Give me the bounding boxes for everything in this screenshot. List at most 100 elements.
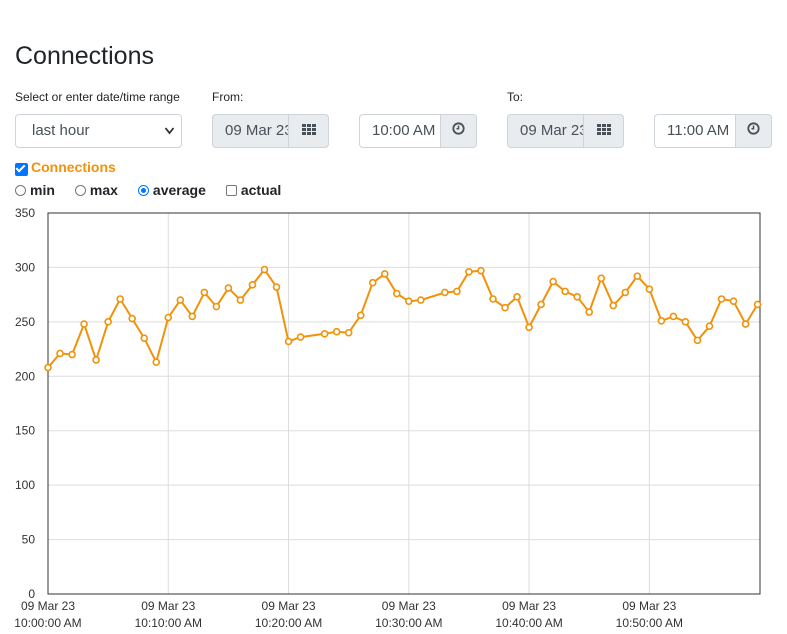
x-tick-date: 09 Mar 23 (262, 599, 316, 613)
data-point (405, 297, 413, 305)
aggregate-options: min max average actual (15, 182, 301, 198)
data-point (633, 272, 642, 280)
average-radio[interactable] (137, 184, 149, 196)
data-point (44, 363, 52, 372)
from-date-button[interactable] (288, 114, 329, 148)
data-point (188, 312, 197, 321)
data-point (597, 274, 606, 283)
data-point (212, 302, 221, 311)
clock-icon (747, 122, 760, 140)
data-point (693, 336, 702, 345)
data-point (645, 285, 654, 293)
data-point (513, 293, 521, 301)
data-point (705, 322, 714, 331)
actual-label: actual (240, 182, 282, 198)
from-date-input[interactable]: 09 Mar 23 (212, 114, 288, 148)
data-point (320, 330, 329, 338)
x-tick-time: 10:10:00 AM (135, 616, 202, 630)
data-point (537, 300, 545, 309)
y-tick-label: 200 (15, 369, 35, 383)
to-date-button[interactable] (583, 114, 624, 148)
y-tick-label: 350 (15, 206, 35, 220)
data-point (681, 318, 690, 326)
calendar-grid-icon (596, 122, 611, 140)
data-point (573, 293, 581, 301)
data-point (176, 296, 185, 304)
x-tick-time: 10:40:00 AM (495, 616, 562, 630)
y-tick-label: 150 (15, 424, 35, 438)
y-tick-label: 50 (22, 533, 36, 547)
data-point (248, 281, 257, 289)
data-point (164, 313, 173, 322)
x-tick-date: 09 Mar 23 (21, 599, 75, 613)
data-point (332, 327, 341, 336)
data-point (729, 297, 738, 305)
data-point (657, 316, 666, 325)
to-label: To: (507, 90, 524, 104)
data-point (200, 288, 209, 297)
data-point (368, 278, 377, 287)
aggregate-option-average[interactable]: average (137, 182, 206, 198)
connections-toggle[interactable]: Connections (15, 158, 116, 176)
data-point (116, 295, 124, 303)
from-label: From: (212, 90, 244, 104)
data-point (152, 358, 161, 366)
data-point (525, 323, 533, 332)
data-point (465, 267, 473, 276)
connections-checkbox[interactable] (15, 163, 28, 176)
data-point (392, 289, 401, 298)
data-point (489, 295, 497, 303)
data-point (140, 334, 149, 342)
data-point (104, 318, 112, 326)
aggregate-option-actual[interactable]: actual (225, 182, 282, 198)
x-tick-time: 10:20:00 AM (255, 616, 322, 630)
from-time-group: 10:00 AM (359, 114, 477, 148)
to-time-button[interactable] (735, 114, 772, 148)
data-point (260, 265, 269, 274)
range-select-value: last hour (32, 122, 90, 139)
range-label: Select or enter date/time range (15, 90, 180, 104)
data-point (621, 288, 630, 297)
data-point (356, 311, 365, 320)
from-time-input[interactable]: 10:00 AM (359, 114, 440, 148)
series-line (47, 267, 759, 369)
to-date-input[interactable]: 09 Mar 23 (507, 114, 583, 148)
data-point (417, 296, 425, 304)
y-tick-label: 0 (28, 587, 35, 601)
from-time-button[interactable] (440, 114, 477, 148)
to-time-input[interactable]: 11:00 AM (654, 114, 735, 148)
min-label: min (30, 182, 55, 198)
clock-icon (452, 122, 465, 140)
x-tick-time: 10:50:00 AM (616, 616, 683, 630)
data-point (609, 301, 618, 310)
from-date-group: 09 Mar 23 (212, 114, 329, 148)
data-point (549, 277, 557, 286)
aggregate-option-max[interactable]: max (74, 182, 118, 198)
data-point (344, 328, 353, 337)
data-point (68, 350, 76, 359)
to-date-group: 09 Mar 23 (507, 114, 624, 148)
data-point (380, 270, 389, 278)
x-tick-time: 10:00:00 AM (14, 616, 81, 630)
data-point (717, 295, 726, 303)
aggregate-option-min[interactable]: min (15, 182, 55, 198)
data-point (92, 356, 100, 364)
data-point (669, 312, 678, 321)
plot-border (47, 212, 761, 595)
data-point (441, 288, 449, 297)
min-radio[interactable] (15, 184, 26, 196)
data-point (236, 296, 245, 304)
page-title: Connections (15, 42, 154, 70)
y-tick-label: 250 (15, 315, 35, 329)
to-time-group: 11:00 AM (654, 114, 772, 148)
data-point (224, 284, 233, 292)
x-tick-date: 09 Mar 23 (382, 599, 436, 613)
x-tick-date: 09 Mar 23 (622, 599, 676, 613)
max-radio[interactable] (74, 184, 86, 196)
actual-checkbox[interactable] (225, 184, 237, 196)
data-point (501, 303, 509, 312)
range-select[interactable]: last hour (15, 114, 182, 148)
data-point (272, 283, 281, 291)
y-tick-label: 300 (15, 260, 35, 274)
connections-chart: 0 50 100 150 200 250 300 350 09 Mar 23 10:00:00 A… (14, 206, 762, 630)
